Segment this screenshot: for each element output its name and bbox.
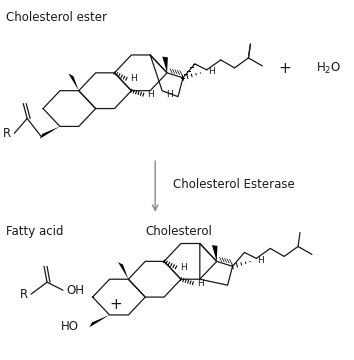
Text: R: R — [3, 127, 11, 140]
Text: OH: OH — [67, 284, 85, 297]
Text: +: + — [109, 297, 122, 311]
Polygon shape — [68, 73, 79, 91]
Text: Cholesterol Esterase: Cholesterol Esterase — [173, 179, 295, 192]
Text: H: H — [166, 90, 173, 99]
Text: H: H — [180, 263, 187, 272]
Polygon shape — [118, 262, 129, 279]
Text: H: H — [147, 90, 154, 99]
Text: +: + — [279, 61, 292, 76]
Text: H: H — [257, 256, 264, 265]
Polygon shape — [40, 126, 60, 139]
Polygon shape — [162, 57, 168, 73]
Text: H: H — [208, 67, 215, 76]
Text: HO: HO — [61, 320, 79, 333]
Text: Cholesterol ester: Cholesterol ester — [6, 11, 107, 24]
Text: H$_2$O: H$_2$O — [316, 61, 341, 76]
Polygon shape — [212, 245, 217, 261]
Text: H: H — [130, 74, 137, 83]
Text: R: R — [20, 288, 28, 301]
Text: H: H — [197, 279, 204, 288]
Polygon shape — [90, 315, 109, 327]
Text: Fatty acid: Fatty acid — [6, 225, 64, 238]
Text: Cholesterol: Cholesterol — [145, 225, 212, 238]
